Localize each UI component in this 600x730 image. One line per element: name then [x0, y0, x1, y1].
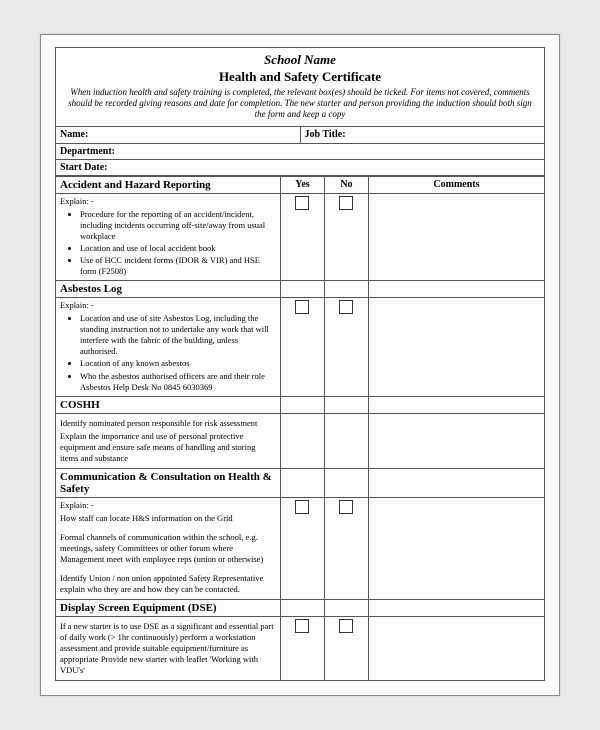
- comments-cell[interactable]: [368, 497, 544, 599]
- checkbox[interactable]: [295, 500, 309, 514]
- no-header: No: [324, 176, 368, 193]
- section-title: Asbestos Log: [56, 281, 281, 298]
- comments-cell[interactable]: [368, 298, 544, 396]
- paragraph: Identify nominated person responsible fo…: [60, 418, 276, 429]
- yes-cell: [280, 413, 324, 468]
- comments-header: Comments: [368, 176, 544, 193]
- section-body: Identify nominated person responsible fo…: [56, 413, 281, 468]
- bullet-list: Location and use of site Asbestos Log, i…: [60, 313, 276, 392]
- list-item: Who the asbestos authorised officers are…: [80, 371, 276, 393]
- paragraph: Explain the importance and use of person…: [60, 431, 276, 464]
- list-item: Location and use of local accident book: [80, 243, 276, 254]
- section-body: Explain: - Procedure for the reporting of…: [56, 193, 281, 280]
- no-cell: [324, 617, 368, 681]
- checkbox[interactable]: [295, 619, 309, 633]
- explain-label: Explain: -: [60, 500, 276, 511]
- bullet-list: Procedure for the reporting of an accide…: [60, 209, 276, 277]
- no-cell: [324, 298, 368, 396]
- explain-label: Explain: -: [60, 300, 276, 311]
- certificate-title: Health and Safety Certificate: [62, 69, 538, 85]
- section-body: If a new starter is to use DSE as a sign…: [56, 617, 281, 681]
- section-title: Display Screen Equipment (DSE): [56, 600, 281, 617]
- school-name: School Name: [62, 52, 538, 68]
- comments-cell[interactable]: [368, 617, 544, 681]
- checkbox[interactable]: [339, 300, 353, 314]
- paragraph: If a new starter is to use DSE as a sign…: [60, 621, 276, 676]
- instructions: When induction health and safety trainin…: [62, 87, 538, 121]
- list-item: Location of any known asbestos: [80, 358, 276, 369]
- checkbox[interactable]: [339, 500, 353, 514]
- section-body: Explain: - How staff can locate H&S infor…: [56, 497, 281, 599]
- no-cell: [324, 497, 368, 599]
- yes-cell: [280, 193, 324, 280]
- comments-cell[interactable]: [368, 193, 544, 280]
- no-cell: [324, 413, 368, 468]
- comments-cell[interactable]: [368, 413, 544, 468]
- section-body: Explain: - Location and use of site Asbes…: [56, 298, 281, 396]
- checkbox[interactable]: [295, 300, 309, 314]
- yes-cell: [280, 617, 324, 681]
- checkbox[interactable]: [339, 619, 353, 633]
- meta-table: Name: Job Title: Department: Start Date:: [55, 127, 545, 176]
- header-block: School Name Health and Safety Certificat…: [55, 47, 545, 128]
- list-item: Use of HCC incident forms (IDOR & VIR) a…: [80, 255, 276, 277]
- startdate-label: Start Date:: [60, 162, 107, 173]
- jobtitle-label: Job Title:: [305, 129, 346, 140]
- list-item: Location and use of site Asbestos Log, i…: [80, 313, 276, 357]
- yes-header: Yes: [280, 176, 324, 193]
- section-title: Accident and Hazard Reporting: [56, 176, 281, 193]
- yes-cell: [280, 298, 324, 396]
- certificate-page: School Name Health and Safety Certificat…: [40, 34, 560, 697]
- name-label: Name:: [60, 129, 88, 140]
- list-item: Procedure for the reporting of an accide…: [80, 209, 276, 242]
- section-title: COSHH: [56, 396, 281, 413]
- department-label: Department:: [60, 146, 115, 157]
- checkbox[interactable]: [295, 196, 309, 210]
- explain-label: Explain: -: [60, 196, 276, 207]
- paragraph: Formal channels of communication within …: [60, 532, 276, 565]
- section-title: Communication & Consultation on Health &…: [56, 468, 281, 497]
- sections-table: Accident and Hazard ReportingYesNoCommen…: [55, 176, 545, 681]
- yes-cell: [280, 497, 324, 599]
- checkbox[interactable]: [339, 196, 353, 210]
- paragraph: Identify Union / non union appointed Saf…: [60, 573, 276, 595]
- no-cell: [324, 193, 368, 280]
- paragraph: How staff can locate H&S information on …: [60, 513, 276, 524]
